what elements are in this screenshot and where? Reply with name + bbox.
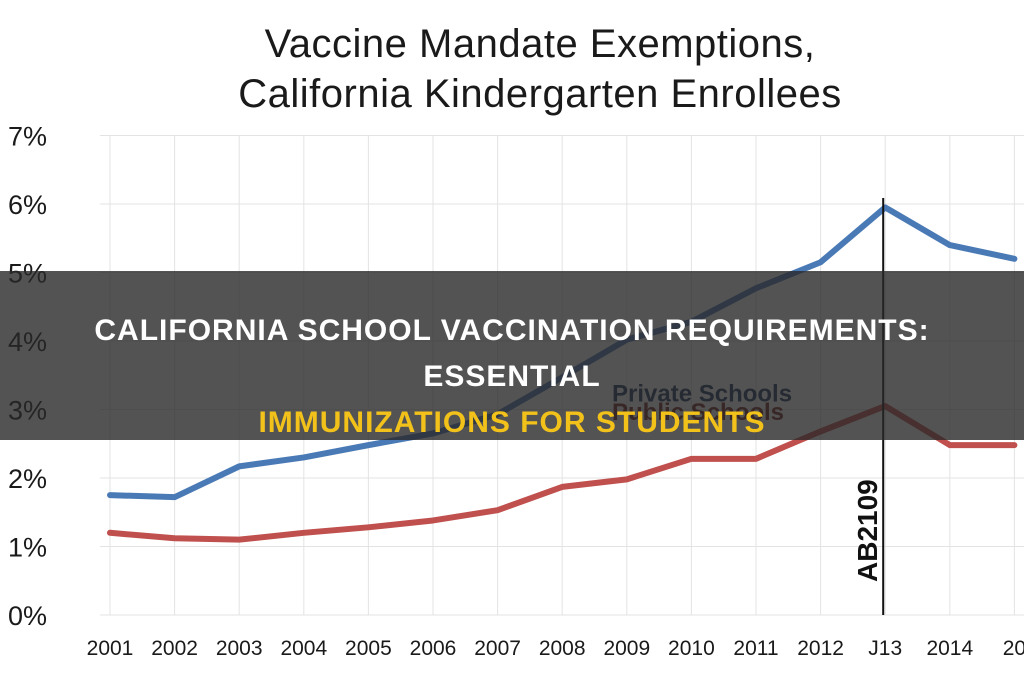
x-tick-label: 2010 <box>668 637 715 660</box>
y-tick-label: 2% <box>8 464 47 494</box>
headline-banner <box>0 271 1024 440</box>
x-tick-label: 2007 <box>474 637 521 660</box>
x-tick-label: 2005 <box>345 637 392 660</box>
headline-line2: IMMUNIZATIONS FOR STUDENTS <box>258 406 766 439</box>
headline: CALIFORNIA SCHOOL VACCINATION REQUIREMEN… <box>30 308 994 446</box>
y-tick-label: 1% <box>8 533 47 563</box>
x-tick-label: 2012 <box>797 637 844 660</box>
x-tick-label: 2014 <box>926 637 973 660</box>
y-tick-label: 7% <box>8 122 47 152</box>
x-tick-label: 2008 <box>539 637 586 660</box>
x-tick-label: J13 <box>868 637 902 660</box>
x-tick-label: 2001 <box>87 637 134 660</box>
x-axis-ticks: 2001 2002 2003 2004 2005 2006 2007 2008 2009 2010… <box>87 637 1024 660</box>
x-tick-label: 2002 <box>151 637 198 660</box>
x-tick-label: 2003 <box>216 637 263 660</box>
x-tick-label: 2006 <box>410 637 457 660</box>
y-tick-label: 0% <box>8 601 47 631</box>
y-tick-label: 6% <box>8 190 47 220</box>
x-tick-label: 2011 <box>733 637 778 660</box>
x-tick-label: 2009 <box>603 637 650 660</box>
chart-title-line2: California Kindergarten Enrollees <box>238 72 842 116</box>
annotation-label: AB2109 <box>852 479 883 582</box>
headline-line1: CALIFORNIA SCHOOL VACCINATION REQUIREMEN… <box>94 314 930 393</box>
x-tick-label: 2004 <box>280 637 327 660</box>
x-tick-label: 20 <box>1003 637 1024 660</box>
chart-title-line1: Vaccine Mandate Exemptions, <box>264 22 816 66</box>
